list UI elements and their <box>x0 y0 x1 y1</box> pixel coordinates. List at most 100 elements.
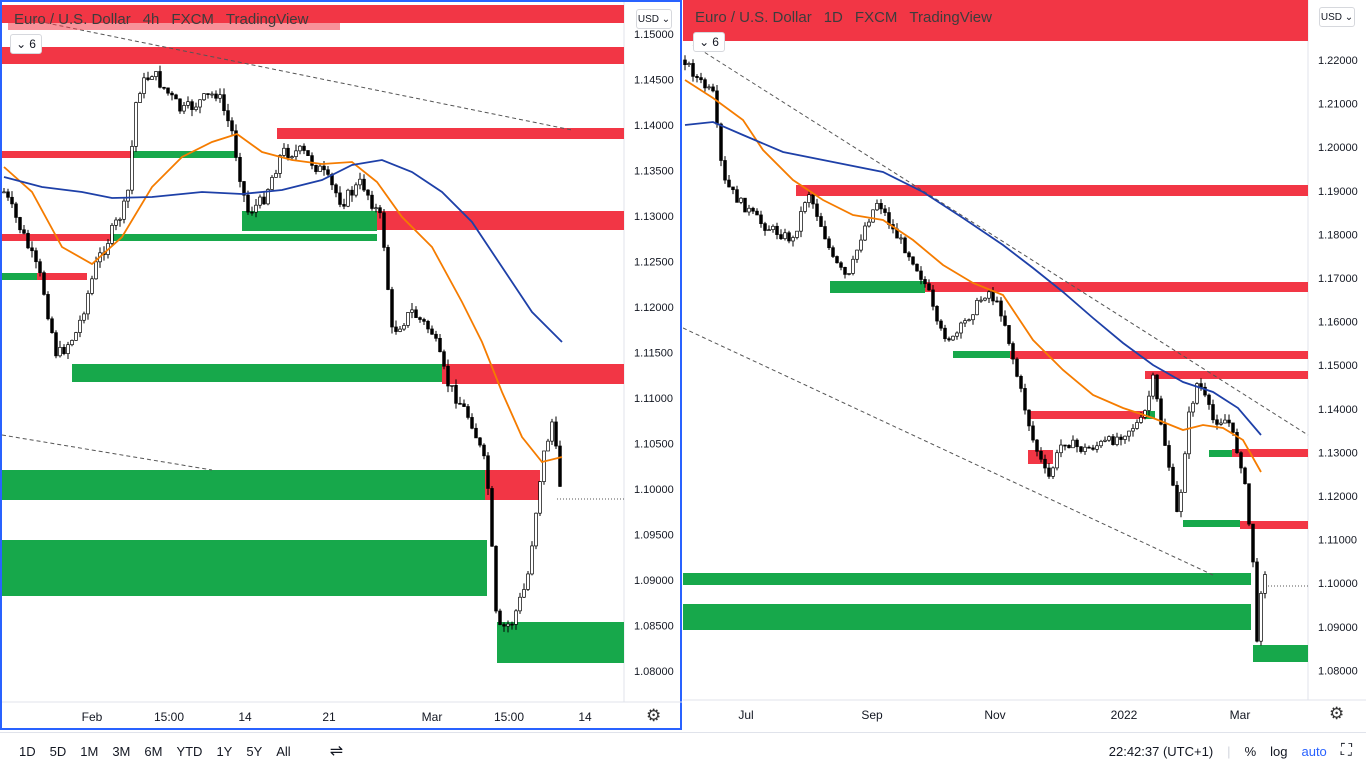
gear-icon[interactable]: ⚙ <box>1329 704 1345 723</box>
candle-body <box>202 93 206 101</box>
candle-body <box>931 289 935 307</box>
range-button-5d[interactable]: 5D <box>49 743 67 759</box>
currency-select[interactable]: USD ⌄ <box>636 9 672 29</box>
candle-body <box>390 289 394 328</box>
price-label: 1.12000 <box>634 302 674 314</box>
range-button-5y[interactable]: 5Y <box>246 743 263 759</box>
resistance-zone <box>442 364 624 384</box>
candle-body <box>815 203 819 217</box>
range-button-ytd[interactable]: YTD <box>176 743 203 759</box>
candle-body <box>1175 484 1179 512</box>
chart-pane-1d[interactable]: 1.22000 1.21000 1.20000 1.19000 1.18000 1.170… <box>683 0 1366 730</box>
candle-body <box>1207 394 1211 405</box>
candle-body <box>719 123 723 161</box>
candle-body <box>314 165 318 172</box>
candle-body <box>118 218 122 221</box>
candle-body <box>991 291 995 302</box>
candle-body <box>1223 419 1227 424</box>
price-label: 1.21000 <box>1318 99 1358 111</box>
trend-line <box>31 19 573 131</box>
candle-body <box>1259 593 1263 642</box>
price-label: 1.15000 <box>1318 360 1358 372</box>
range-button-all[interactable]: All <box>276 743 291 759</box>
candle-body <box>258 196 262 206</box>
candle-body <box>715 90 719 125</box>
candle-body <box>70 340 74 346</box>
price-label: 1.19000 <box>1318 186 1358 198</box>
clock-display[interactable]: 22:42:37 (UTC+1) <box>1108 743 1214 759</box>
candle-body <box>286 147 290 159</box>
candle-body <box>795 230 799 238</box>
candle-body <box>50 318 54 334</box>
time-label: Feb <box>82 710 103 724</box>
candle-body <box>1147 395 1151 411</box>
candles <box>2 65 562 633</box>
candle-body <box>530 545 534 575</box>
candle-body <box>234 130 238 158</box>
chart-canvas-4h[interactable]: 1.15000 1.14500 1.14000 1.13500 1.13000 1.125… <box>2 2 682 730</box>
fullscreen-icon[interactable]: ⛶ <box>1340 742 1352 759</box>
chart-pane-4h[interactable]: 1.15000 1.14500 1.14000 1.13500 1.13000 1.125… <box>0 0 682 730</box>
currency-label: USD <box>637 13 659 25</box>
candle-body <box>526 573 530 590</box>
candle-body <box>306 150 310 156</box>
range-button-6m[interactable]: 6M <box>144 743 163 759</box>
candle-body <box>871 209 875 223</box>
candle-body <box>751 207 755 212</box>
candle-body <box>110 224 114 244</box>
price-label: 1.10000 <box>634 484 674 496</box>
indicator-count: 6 <box>712 35 719 49</box>
candle-body <box>779 234 783 240</box>
candle-body <box>386 247 390 290</box>
candle-body <box>222 94 226 112</box>
candle-body <box>498 610 502 625</box>
range-button-1d[interactable]: 1D <box>19 743 36 759</box>
candle-body <box>783 232 787 240</box>
candle-body <box>318 165 322 172</box>
candle-body <box>851 258 855 274</box>
candle-body <box>414 309 418 318</box>
candle-body <box>518 596 522 612</box>
candle-body <box>1091 447 1095 450</box>
price-label: 1.13000 <box>634 211 674 223</box>
candle-body <box>939 320 943 329</box>
candle-body <box>1255 561 1259 642</box>
indicators-toggle-button[interactable]: ⌄ 6 <box>693 32 725 52</box>
range-button-3m[interactable]: 3M <box>112 743 131 759</box>
range-button-1m[interactable]: 1M <box>80 743 99 759</box>
candle-body <box>130 146 134 191</box>
log-toggle[interactable]: log <box>1270 743 1288 759</box>
range-button-1y[interactable]: 1Y <box>216 743 233 759</box>
candle-body <box>14 203 18 218</box>
candle-body <box>1151 374 1155 397</box>
ema-fast-line <box>684 79 1262 473</box>
candle-body <box>1135 422 1139 429</box>
candle-body <box>1015 358 1019 377</box>
time-label: 21 <box>322 710 336 724</box>
price-label: 1.14000 <box>634 120 674 132</box>
gear-icon[interactable]: ⚙ <box>646 706 662 725</box>
auto-toggle[interactable]: auto <box>1301 743 1327 759</box>
percent-toggle[interactable]: % <box>1244 743 1257 759</box>
candle-body <box>462 403 466 407</box>
candle-body <box>550 421 554 442</box>
candle-body <box>1171 466 1175 486</box>
candle-body <box>1195 383 1199 404</box>
resistance-zone <box>925 282 1308 292</box>
candle-body <box>34 250 38 263</box>
date-range-icon[interactable]: ⇌ <box>329 743 344 760</box>
candle-body <box>134 102 138 147</box>
range-selector: 1D 5D 1M 3M 6M YTD 1Y 5Y All <box>8 742 294 761</box>
chart-canvas-1d[interactable]: 1.22000 1.21000 1.20000 1.19000 1.18000 1.170… <box>683 0 1366 730</box>
candle-body <box>1199 383 1203 388</box>
candle-body <box>162 86 166 89</box>
indicators-toggle-button[interactable]: ⌄ 6 <box>10 34 42 54</box>
candle-body <box>699 77 703 81</box>
candle-body <box>158 71 162 88</box>
candle-body <box>759 214 763 224</box>
candle-body <box>1067 444 1071 449</box>
candle-body <box>438 337 442 353</box>
candle-body <box>963 320 967 324</box>
currency-select[interactable]: USD ⌄ <box>1319 7 1355 27</box>
candle-body <box>402 325 406 330</box>
